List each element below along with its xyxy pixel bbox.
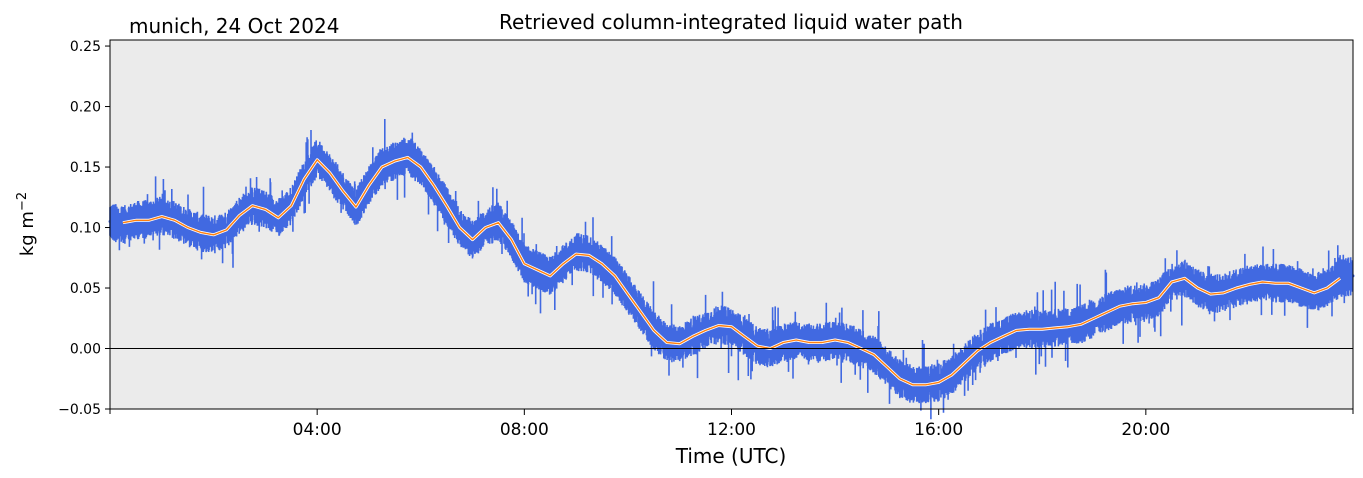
y-axis-label: kg m−2 <box>15 192 38 256</box>
x-tick-label: 08:00 <box>500 420 549 440</box>
y-tick-label: 0.00 <box>70 342 101 358</box>
y-axis: −0.05 0.00 0.05 0.10 0.15 0.20 0.25 <box>58 39 110 418</box>
data-point <box>406 153 410 157</box>
data-point <box>315 155 319 159</box>
chart-title: Retrieved column-integrated liquid water… <box>499 10 963 34</box>
y-tick-label: 0.25 <box>70 39 101 55</box>
x-tick-label: 04:00 <box>293 420 342 440</box>
data-point <box>121 223 125 227</box>
x-tick-label: 20:00 <box>1121 420 1170 440</box>
y-tick-label: 0.10 <box>70 221 101 237</box>
y-tick-label: 0.20 <box>70 100 101 116</box>
data-point <box>574 250 578 254</box>
x-axis-label: Time (UTC) <box>675 444 787 468</box>
y-tick-label: 0.05 <box>70 281 101 297</box>
x-tick-label: 12:00 <box>707 420 756 440</box>
chart-subtitle: munich, 24 Oct 2024 <box>129 14 339 38</box>
series-layer <box>108 119 1355 420</box>
y-tick-label: 0.15 <box>70 160 101 176</box>
x-axis: 04:00 08:00 12:00 16:00 20:00 <box>109 409 1354 440</box>
y-axis-label-exponent: −2 <box>15 192 30 211</box>
y-tick-label: −0.05 <box>58 402 101 418</box>
y-axis-label-base: kg m <box>17 211 38 256</box>
x-tick-label: 16:00 <box>914 420 963 440</box>
series-smoothed-line <box>122 156 1341 386</box>
